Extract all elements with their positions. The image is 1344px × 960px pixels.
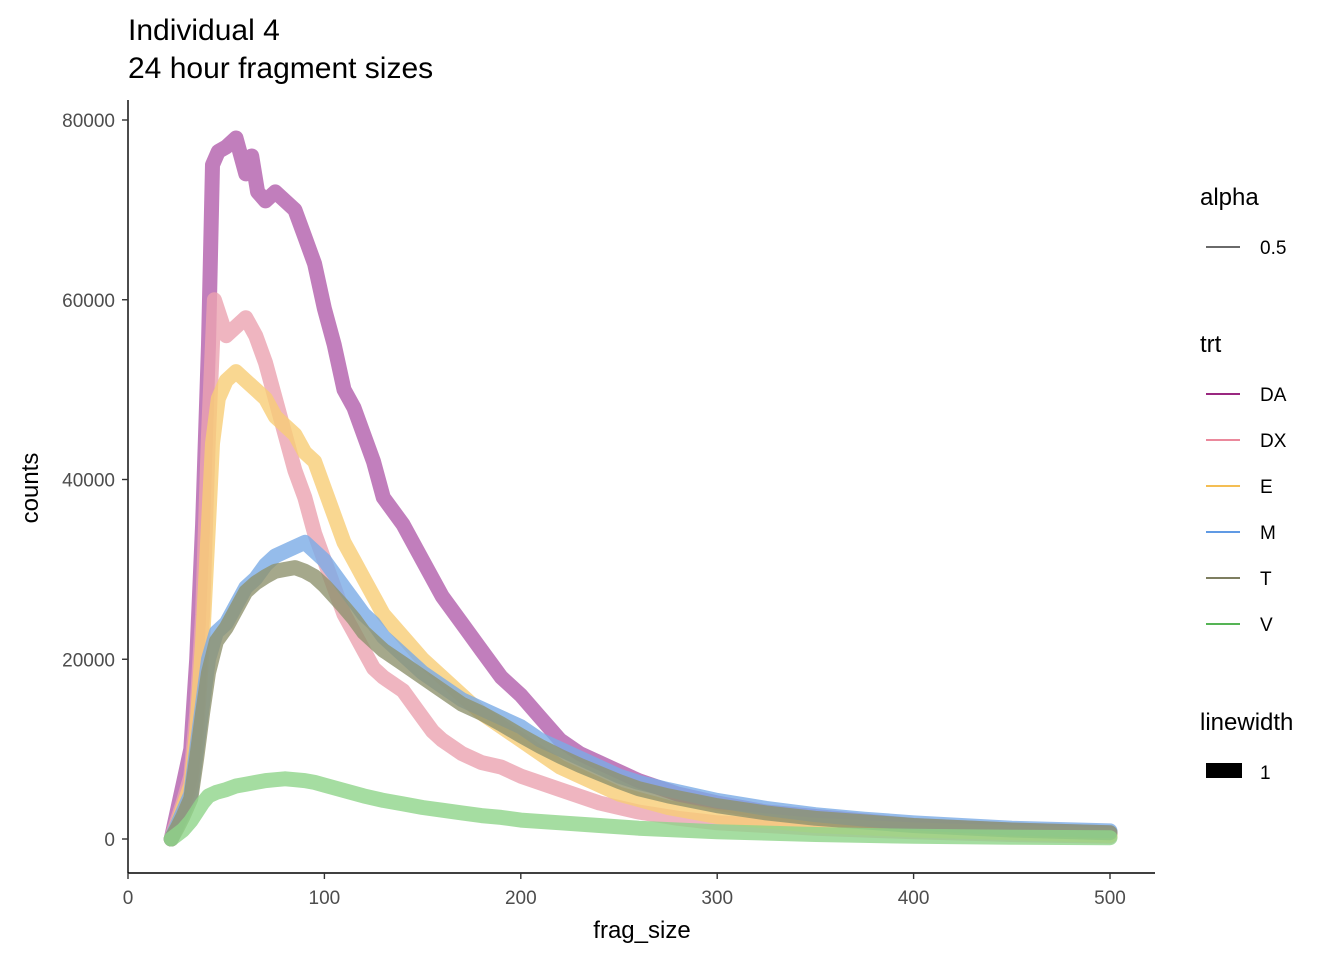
chart-subtitle: 24 hour fragment sizes (128, 52, 433, 85)
series-line-da (163, 130, 1118, 847)
series-line-e (163, 364, 1118, 847)
y-tick-label: 40000 (62, 471, 115, 492)
y-tick-label: 20000 (62, 650, 115, 671)
legend-title-linewidth: linewidth (1200, 709, 1293, 736)
ticks: 0 100 200 300 400 500 0 20000 40000 60000 80000 (62, 111, 1126, 909)
x-tick-label: 400 (898, 888, 930, 909)
y-tick-label: 80000 (62, 111, 115, 132)
axes (127, 100, 1155, 874)
legend-label-linewidth: 1 (1260, 763, 1271, 784)
legend-label-v: V (1260, 615, 1273, 636)
x-tick-label: 200 (505, 888, 537, 909)
y-tick-label: 0 (104, 830, 115, 851)
legend-key-linewidth (1206, 763, 1242, 778)
series-line-t (163, 560, 1118, 847)
legend-label-da: DA (1260, 385, 1287, 406)
legend-label-e: E (1260, 477, 1273, 498)
y-tick-label: 60000 (62, 291, 115, 312)
x-tick-label: 100 (309, 888, 341, 909)
legend-label-t: T (1260, 569, 1272, 590)
legend-label-m: M (1260, 523, 1276, 544)
legend-title-alpha: alpha (1200, 184, 1259, 211)
series-layer (163, 130, 1118, 847)
legend-title-trt: trt (1200, 331, 1222, 358)
series-line-v (163, 771, 1118, 847)
x-axis-title: frag_size (593, 917, 690, 944)
chart-title: Individual 4 (128, 14, 280, 47)
x-tick-label: 0 (123, 888, 134, 909)
x-tick-label: 300 (701, 888, 733, 909)
legend-label-alpha: 0.5 (1260, 238, 1286, 259)
y-axis-title: counts (17, 453, 44, 524)
legend-label-dx: DX (1260, 431, 1287, 452)
x-tick-label: 500 (1094, 888, 1126, 909)
